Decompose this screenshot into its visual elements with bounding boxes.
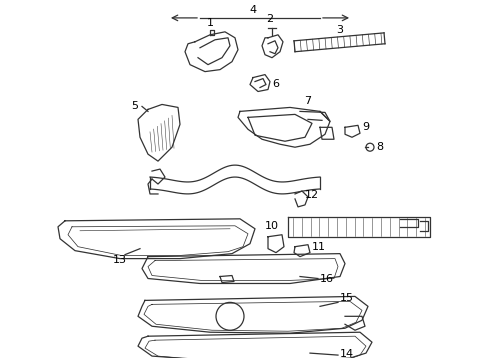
Text: 4: 4 [249,5,257,15]
Text: 3: 3 [337,25,343,35]
Text: 2: 2 [267,14,273,24]
Text: 10: 10 [265,221,279,231]
Text: 15: 15 [340,293,354,303]
Text: 1: 1 [206,18,214,28]
Text: 13: 13 [113,255,127,265]
Text: 12: 12 [305,190,319,200]
Text: 16: 16 [320,274,334,284]
Text: 11: 11 [312,242,326,252]
Text: 7: 7 [304,96,312,107]
Text: 14: 14 [340,349,354,359]
Text: 5: 5 [131,102,138,112]
Text: 6: 6 [272,78,279,89]
Text: 8: 8 [376,142,383,152]
Text: 9: 9 [362,122,369,132]
